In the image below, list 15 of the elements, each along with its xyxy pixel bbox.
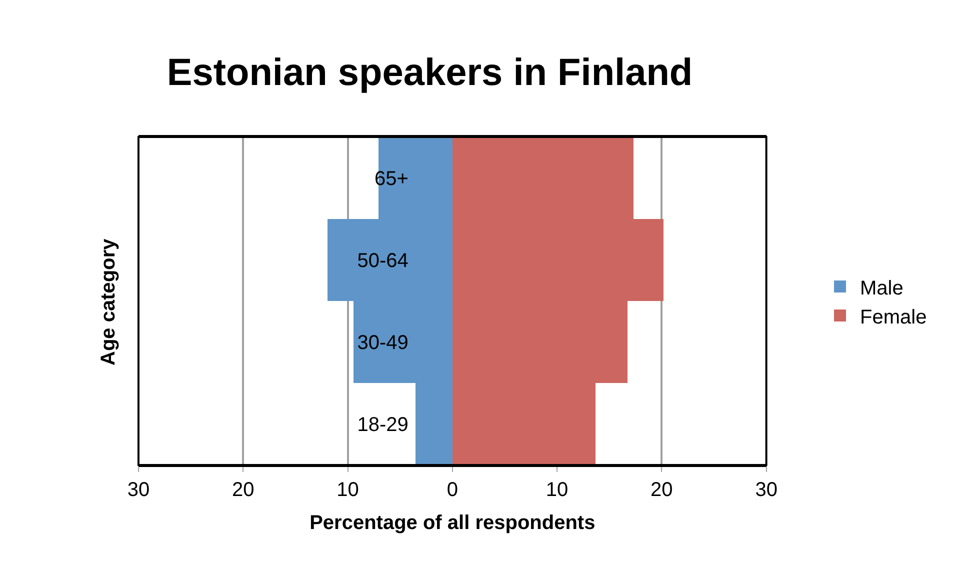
x-tick-label: 10 xyxy=(546,479,568,501)
x-axis-title: Percentage of all respondents xyxy=(310,512,596,534)
legend-label: Female xyxy=(860,306,927,328)
x-tick-label: 20 xyxy=(232,479,254,501)
x-tick-label: 10 xyxy=(336,479,359,501)
y-tick-label: 18-29 xyxy=(357,414,408,436)
x-tick-label: 20 xyxy=(650,479,673,501)
y-tick-label: 50-64 xyxy=(357,250,408,272)
x-tick-label: 30 xyxy=(127,479,150,501)
y-tick-label: 30-49 xyxy=(357,332,408,354)
x-tick-label: 0 xyxy=(446,479,458,501)
y-axis-title: Age category xyxy=(97,238,120,366)
legend-label: Male xyxy=(860,277,904,300)
chart-title: Estonian speakers in Finland xyxy=(166,52,693,94)
x-tick-label: 30 xyxy=(755,479,778,501)
